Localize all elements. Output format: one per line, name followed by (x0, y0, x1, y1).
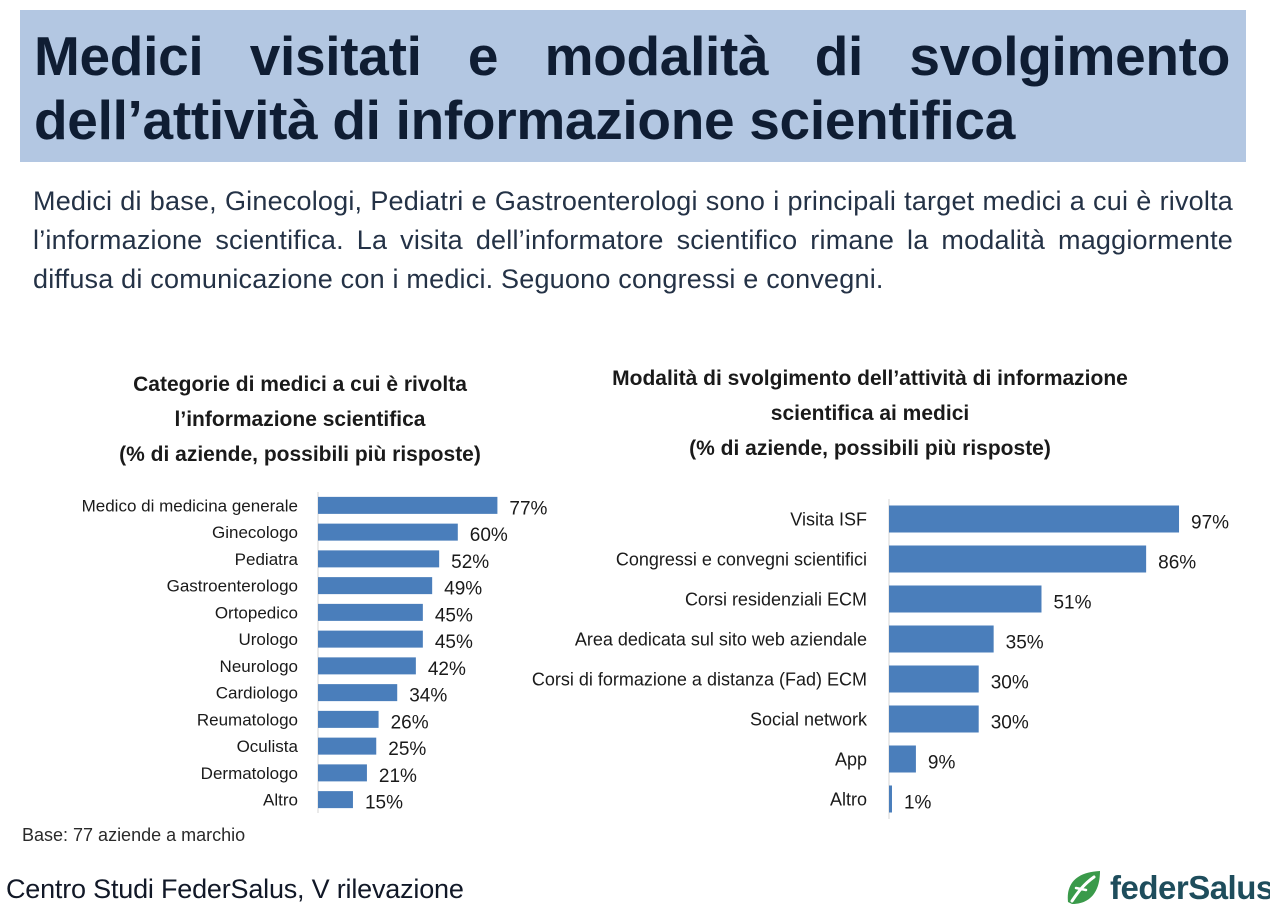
right-chart-bar (889, 625, 994, 653)
right-chart-category-label: Congressi e convegni scientifici (616, 549, 867, 569)
right-chart-bar (889, 745, 916, 773)
left-chart-value-label: 26% (391, 712, 429, 733)
right-chart-title-line: Modalità di svolgimento dell’attività di… (612, 367, 1128, 390)
left-chart-bar (318, 523, 458, 541)
intro-paragraph: Medici di base, Ginecologi, Pediatri e G… (33, 186, 1233, 294)
right-chart-title-line: scientifica ai medici (770, 402, 970, 425)
right-chart-value-label: 1% (904, 792, 932, 813)
logo-text: federSalus (1110, 869, 1270, 906)
right-chart-category-label: Area dedicata sul sito web aziendale (575, 629, 867, 649)
left-chart-category-label: Dermatologo (201, 764, 298, 783)
left-chart-bar (318, 657, 416, 675)
left-chart-category-label: Urologo (238, 630, 298, 649)
left-chart-bar (318, 764, 367, 782)
left-chart-category-label: Reumatologo (197, 710, 298, 729)
left-chart-bar (318, 710, 379, 728)
left-chart-bar (318, 550, 440, 568)
left-chart-category-label: Medico di medicina generale (82, 496, 298, 515)
left-chart-value-label: 45% (435, 605, 473, 626)
left-chart-value-label: 60% (470, 525, 508, 546)
left-chart-value-label: 42% (428, 659, 466, 680)
left-chart-category-label: Ginecologo (212, 523, 298, 542)
right-chart-bar (889, 505, 1180, 533)
right-chart-category-label: App (835, 749, 867, 769)
right-chart-bar (889, 665, 979, 693)
right-chart-value-label: 30% (991, 672, 1029, 693)
right-chart-value-label: 30% (991, 712, 1029, 733)
left-chart-value-label: 25% (388, 739, 426, 760)
left-chart-value-label: 15% (365, 793, 403, 814)
left-chart-category-label: Oculista (237, 737, 299, 756)
right-chart-title: Modalità di svolgimento dell’attività di… (560, 361, 1180, 466)
left-chart-category-label: Cardiologo (216, 684, 298, 703)
right-chart-category-label: Corsi di formazione a distanza (Fad) ECM (532, 669, 867, 689)
left-chart-bar (318, 496, 498, 514)
right-chart-category-label: Visita ISF (790, 509, 867, 529)
right-chart-title-line: (% di aziende, possibili più risposte) (689, 437, 1051, 460)
left-chart-category-label: Neurologo (220, 657, 298, 676)
right-chart-category-label: Altro (830, 789, 867, 809)
left-chart-bar (318, 737, 377, 755)
left-chart-category-label: Ortopedico (215, 603, 298, 622)
left-chart-title-line: Categorie di medici a cui è rivolta (133, 373, 467, 396)
source-label: Centro Studi FederSalus, V rilevazione (6, 874, 464, 904)
left-chart-value-label: 49% (444, 579, 482, 600)
left-chart-bar (318, 630, 423, 648)
right-chart-category-label: Social network (750, 709, 868, 729)
left-chart-value-label: 52% (451, 552, 489, 573)
right-chart-value-label: 51% (1053, 592, 1091, 613)
left-chart-value-label: 21% (379, 766, 417, 787)
right-chart-bar (889, 705, 979, 733)
header-banner: Medici visitati e modalità di svolgiment… (20, 10, 1246, 162)
left-chart-bar (318, 577, 433, 595)
base-note: Base: 77 aziende a marchio (22, 825, 246, 845)
left-chart-category-label: Gastroenterologo (167, 577, 298, 596)
left-chart-title-line: l’informazione scientifica (174, 408, 426, 431)
left-chart-category-label: Pediatra (235, 550, 299, 569)
leaf-logo-icon (1067, 871, 1100, 904)
right-chart-value-label: 86% (1158, 552, 1196, 573)
left-chart-title-line: (% di aziende, possibili più risposte) (119, 443, 481, 466)
left-chart-category-label: Altro (263, 791, 298, 810)
right-chart-value-label: 97% (1191, 512, 1229, 533)
left-chart-bar (318, 603, 423, 621)
right-chart-bar (889, 585, 1042, 613)
left-chart-bar (318, 791, 353, 809)
right-chart-bar (889, 785, 892, 813)
federsalus-logo: federSalus (1062, 868, 1270, 908)
left-chart-value-label: 77% (509, 498, 547, 519)
left-chart-value-label: 45% (435, 632, 473, 653)
right-chart-value-label: 9% (928, 752, 956, 773)
page-title: Medici visitati e modalità di svolgiment… (34, 25, 1230, 151)
left-chart-bar (318, 684, 398, 702)
left-chart-title: Categorie di medici a cui è rivolta l’in… (70, 367, 530, 472)
right-chart-bar (889, 545, 1147, 573)
right-chart-category-label: Corsi residenziali ECM (685, 589, 867, 609)
right-chart-value-label: 35% (1006, 632, 1044, 653)
left-chart-value-label: 34% (409, 686, 447, 707)
